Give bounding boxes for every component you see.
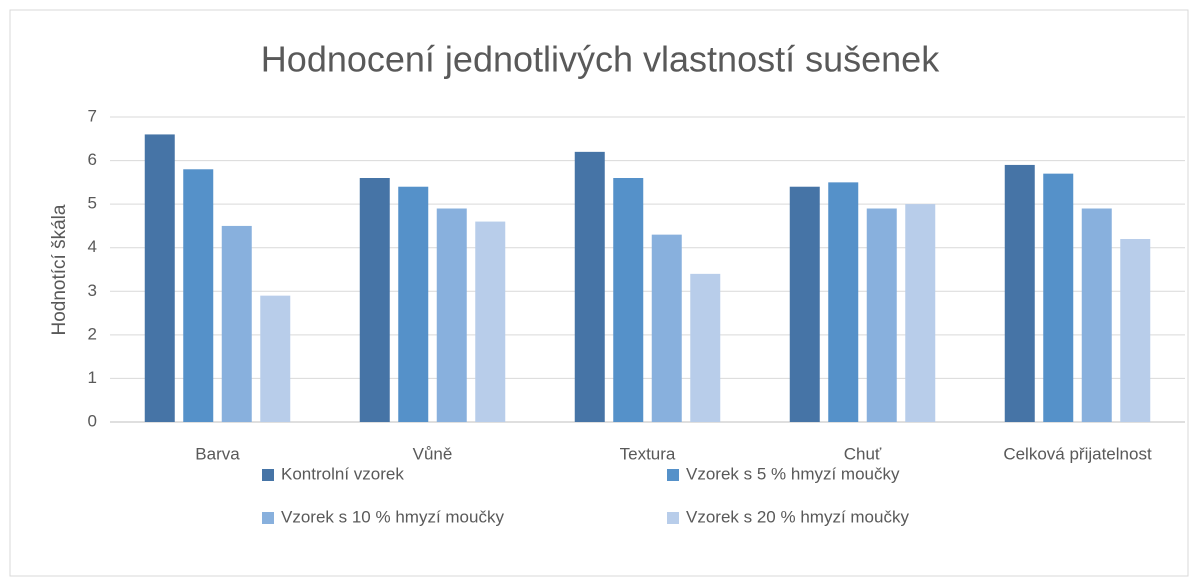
bar [866,208,897,422]
bar [1120,239,1151,422]
legend-label: Vzorek s 20 % hmyzí moučky [686,507,909,526]
y-axis-label: Hodnotící škála [49,204,70,335]
bar [436,208,467,422]
bar [183,169,214,422]
y-tick-label: 2 [88,324,97,343]
bar [651,234,682,422]
x-tick-label: Celková přijatelnost [1003,444,1152,463]
y-tick-label: 6 [88,150,97,169]
bar [398,186,429,422]
bar [905,204,936,422]
y-tick-label: 5 [88,194,97,213]
y-tick-label: 7 [88,106,97,125]
legend-swatch [667,469,679,481]
y-tick-label: 0 [88,411,97,430]
bar [260,295,291,422]
legend-label: Kontrolní vzorek [281,464,404,483]
bar [613,178,644,422]
legend-label: Vzorek s 10 % hmyzí moučky [281,507,504,526]
x-tick-label: Vůně [413,444,453,463]
bar [359,178,390,422]
bar [1043,173,1074,422]
x-tick-label: Chuť [844,444,882,463]
legend-swatch [667,512,679,524]
bar [475,221,506,422]
bar [690,273,721,422]
bar [144,134,175,422]
bar [828,182,859,422]
chart-title: Hodnocení jednotlivých vlastností sušene… [261,39,940,80]
legend-swatch [262,512,274,524]
x-tick-label: Textura [620,444,676,463]
y-tick-label: 1 [88,368,97,387]
bar [221,225,252,422]
legend-label: Vzorek s 5 % hmyzí moučky [686,464,900,483]
bar [574,151,605,422]
y-tick-label: 3 [88,281,97,300]
bar [1081,208,1112,422]
bar [1004,164,1035,422]
legend-swatch [262,469,274,481]
x-tick-label: Barva [195,444,240,463]
y-tick-label: 4 [88,237,97,256]
bar [789,186,820,422]
